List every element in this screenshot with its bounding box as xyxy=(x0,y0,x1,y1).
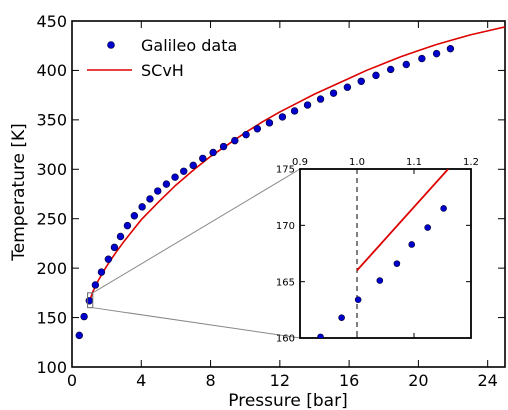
main-y-tick-label: 250 xyxy=(36,209,67,228)
main-x-tick-label: 24 xyxy=(478,371,498,390)
main-data-point xyxy=(253,125,262,133)
main-y-tick-label: 450 xyxy=(36,12,67,31)
inset-x-tick-label: 1.2 xyxy=(463,157,479,168)
main-data-area xyxy=(75,26,505,340)
main-data-point xyxy=(402,60,410,69)
main-data-point xyxy=(80,312,88,321)
main-x-tick-label: 20 xyxy=(408,371,428,390)
inset-data-point xyxy=(354,296,362,303)
main-data-point xyxy=(138,203,146,211)
main-data-point xyxy=(303,101,312,109)
main-data-point xyxy=(372,71,380,80)
zoom-connector-bottom xyxy=(92,307,301,339)
main-x-tick-label: 8 xyxy=(205,371,215,390)
main-data-point xyxy=(219,142,228,151)
main-series-line-scvh xyxy=(88,26,505,303)
main-y-tick-label: 150 xyxy=(36,308,67,327)
legend-label-scvh: SCvH xyxy=(141,61,184,80)
main-x-tick-label: 4 xyxy=(136,371,146,390)
main-data-point xyxy=(432,49,441,58)
main-data-point xyxy=(146,195,154,203)
main-data-point xyxy=(242,130,250,139)
inset-frame xyxy=(299,168,472,339)
y-axis-label: Temperature [K] xyxy=(9,123,29,262)
zoom-connectors xyxy=(87,168,301,339)
main-x-tick-label: 0 xyxy=(67,371,77,390)
legend-marker-galileo xyxy=(107,41,115,49)
inset-y-tick-label: 170 xyxy=(276,221,295,232)
main-y-tick-label: 400 xyxy=(36,61,67,80)
inset-data-point xyxy=(393,260,401,267)
main-data-point xyxy=(290,107,299,115)
main-y-tick-label: 200 xyxy=(36,259,67,278)
main-data-point xyxy=(116,232,125,241)
main-data-point xyxy=(104,255,113,263)
inset-data-point xyxy=(424,224,431,231)
main-data-point xyxy=(278,113,287,121)
legend-label-galileo: Galileo data xyxy=(141,36,237,55)
main-x-tick-label: 12 xyxy=(270,371,290,390)
inset-x-tick-label: 1.1 xyxy=(406,157,422,168)
main-data-point xyxy=(171,173,179,181)
inset-y-tick-label: 160 xyxy=(276,334,295,345)
main-data-point xyxy=(110,243,119,252)
main-data-point xyxy=(329,89,338,97)
inset-data-area xyxy=(317,169,449,338)
inset-x-tick-label: 1.0 xyxy=(349,157,365,168)
main-data-point xyxy=(265,119,274,127)
main-data-point xyxy=(343,83,352,91)
main-y-tick-label: 300 xyxy=(36,160,67,179)
main-data-point xyxy=(316,95,325,103)
inset-data-point xyxy=(408,241,416,248)
main-data-point xyxy=(386,65,395,74)
main-x-tick-label: 16 xyxy=(339,371,359,390)
inset-data-point xyxy=(440,205,447,212)
main-data-point xyxy=(75,331,83,340)
main-data-point xyxy=(418,54,426,63)
main-data-point xyxy=(91,281,100,289)
zoom-region-box xyxy=(87,292,94,309)
inset-x-tick-label: 0.9 xyxy=(292,157,308,168)
x-axis-label: Pressure [bar] xyxy=(228,391,347,410)
main-data-point xyxy=(97,268,106,276)
main-data-point xyxy=(357,77,365,86)
main-data-point xyxy=(154,187,162,195)
main-data-point xyxy=(189,161,197,170)
inset-data-point xyxy=(338,314,345,322)
inset-data-point xyxy=(317,333,324,338)
inset-data-point xyxy=(376,277,384,284)
inset-y-tick-label: 175 xyxy=(276,165,295,176)
main-data-point xyxy=(85,297,94,305)
main-y-tick-label: 100 xyxy=(36,358,67,377)
main-data-point xyxy=(231,136,239,145)
main-data-point xyxy=(209,148,217,157)
main-data-point xyxy=(162,180,171,188)
legend: Galileo data SCvH xyxy=(87,36,237,80)
inset-series-line-scvh xyxy=(356,169,449,272)
main-data-point xyxy=(199,154,207,163)
main-data-point xyxy=(446,44,455,53)
inset-plot: 0.9 1.0 1.1 1.2 160 165 170 175 xyxy=(276,157,479,345)
main-data-point xyxy=(180,167,188,175)
zoom-connector-top xyxy=(92,168,301,294)
main-y-tick-label: 350 xyxy=(36,111,67,130)
main-data-point xyxy=(130,212,139,220)
main-data-point xyxy=(123,221,132,230)
inset-y-tick-label: 165 xyxy=(276,277,295,288)
